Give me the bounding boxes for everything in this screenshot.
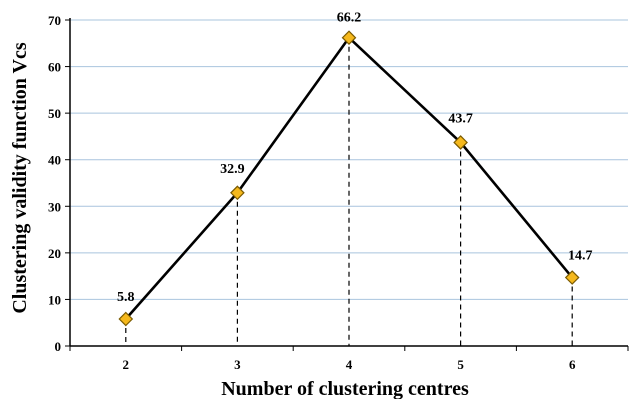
data-point [341, 30, 357, 46]
series [118, 30, 580, 327]
y-tick-label: 40 [48, 153, 61, 168]
y-tick-label: 10 [48, 292, 61, 307]
series-line [124, 36, 574, 320]
data-label: 43.7 [448, 111, 473, 126]
x-tick-label: 4 [346, 357, 353, 372]
data-labels: 5.8 32.9 66.2 43.7 14.7 [117, 11, 592, 305]
data-point [564, 270, 580, 285]
y-axis-title: Clustering validity function Vcs [9, 42, 31, 314]
y-tick-label: 50 [48, 106, 61, 121]
x-tick-labels: 2 3 4 5 6 [123, 357, 576, 372]
y-tick-label: 0 [55, 339, 62, 354]
axes [65, 18, 629, 351]
data-label: 32.9 [220, 162, 245, 177]
x-tick-label: 5 [457, 357, 464, 372]
y-tick-label: 70 [48, 13, 61, 28]
data-label: 14.7 [568, 249, 593, 264]
x-tick-label: 2 [123, 357, 130, 372]
data-point [453, 135, 468, 150]
y-tick-labels: 0 10 20 30 40 50 60 70 [48, 13, 61, 354]
x-tick-label: 3 [234, 357, 241, 372]
data-point [118, 311, 134, 327]
x-axis-title: Number of clustering centres [221, 378, 469, 399]
data-label: 5.8 [117, 290, 135, 305]
y-tick-label: 60 [48, 60, 61, 75]
y-tick-label: 30 [48, 199, 61, 214]
y-tick-label: 20 [48, 246, 61, 261]
x-tick-label: 6 [569, 357, 576, 372]
data-label: 66.2 [337, 11, 362, 26]
data-point [230, 185, 245, 201]
